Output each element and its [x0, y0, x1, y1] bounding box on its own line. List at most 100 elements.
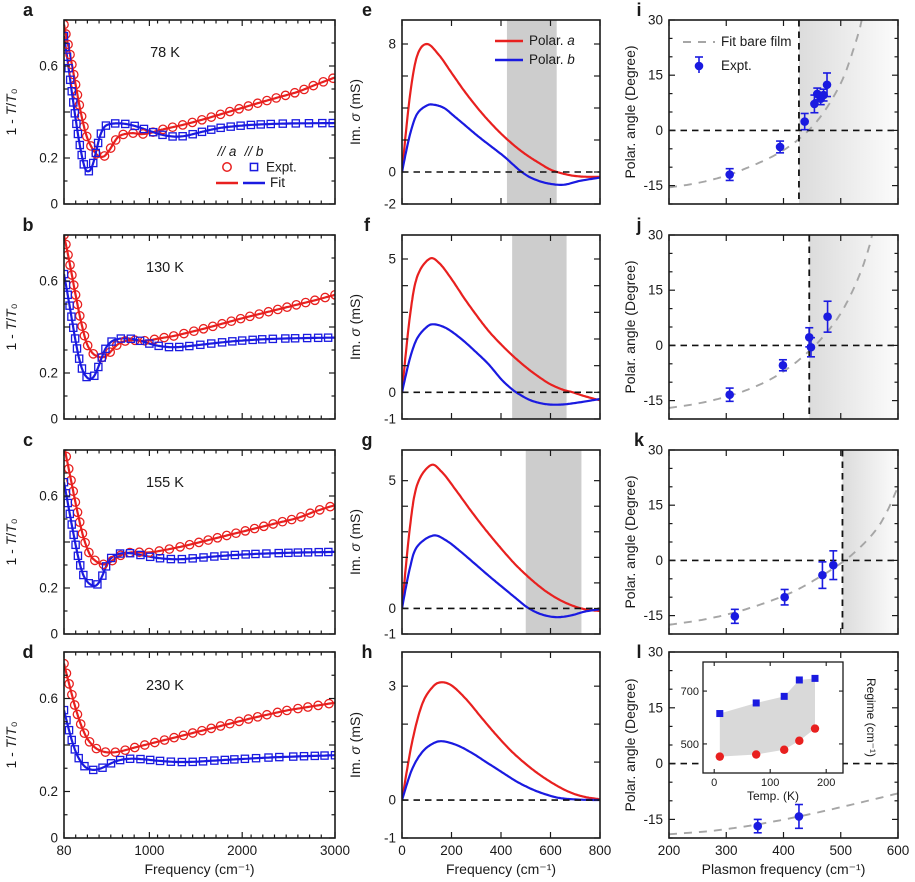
inset-blue-square	[780, 692, 788, 700]
expt-circle-marker	[90, 555, 100, 566]
panel-letter: a	[23, 0, 34, 20]
inset-x-tick-label: 0	[711, 777, 717, 789]
fit-bare-film-curve	[669, 486, 898, 626]
legend-label: Polar. a	[529, 33, 575, 48]
plot-frame	[63, 449, 336, 635]
expt-circle-marker	[175, 542, 185, 552]
expt-circle-marker	[66, 475, 76, 486]
plot-frame	[401, 449, 601, 635]
expt-circle-marker	[328, 73, 335, 84]
expt-circle-marker	[231, 528, 241, 539]
expt-circle-marker	[215, 109, 226, 120]
y-tick-label: 0.6	[39, 274, 58, 289]
y-tick-label: 30	[648, 443, 663, 458]
expt-square-marker	[90, 371, 99, 381]
expt-circle-marker	[194, 537, 204, 548]
inset-x-axis-title: Temp. (K)	[747, 789, 799, 803]
expt-square-marker	[116, 334, 126, 343]
temperature-label: 130 K	[146, 260, 184, 276]
y-tick-label: 0.2	[39, 784, 58, 799]
y-tick-label: -15	[643, 178, 663, 193]
y-tick-label: 30	[648, 228, 663, 243]
x-tick-label: 1000	[134, 843, 164, 858]
expt-square-marker	[318, 118, 327, 128]
expt-circle-marker	[226, 316, 237, 327]
temperature-label: 230 K	[146, 678, 184, 694]
expt-circle-marker	[168, 331, 179, 341]
expt-circle-marker	[91, 743, 102, 754]
y-axis-title: Polar. angle (Degree)	[622, 678, 638, 811]
expt-point	[818, 561, 827, 590]
expt-square-marker	[64, 725, 74, 735]
y-tick-label: 30	[648, 645, 663, 660]
expt-square-marker	[278, 119, 288, 128]
expt-circle-marker	[293, 703, 303, 714]
expt-square-marker	[101, 121, 111, 130]
y-tick-label: -1	[384, 831, 396, 846]
expt-square-marker	[67, 87, 76, 96]
expt-square-marker	[72, 344, 82, 353]
expt-circle-marker	[249, 523, 260, 534]
series-b-line	[402, 534, 600, 619]
panel-k-chart: -15 0 15 30k Polar. angle (Degree)	[622, 430, 899, 635]
expt-square-marker	[77, 150, 86, 160]
expt-circle-marker	[159, 332, 169, 343]
expt-square-marker	[256, 120, 266, 129]
expt-square-marker	[70, 109, 80, 118]
expt-circle-marker	[105, 143, 116, 153]
shaded-band	[506, 20, 557, 204]
expt-square-marker	[136, 550, 145, 560]
expt-square-marker	[67, 520, 76, 529]
y-tick-label: 5	[388, 252, 396, 267]
expt-point	[823, 300, 832, 333]
expt-point	[725, 387, 734, 403]
expt-circle-marker	[262, 95, 272, 106]
y-tick-label: 0	[50, 831, 58, 846]
expt-square-marker	[84, 579, 94, 588]
expt-point	[800, 112, 809, 131]
expt-point	[778, 358, 788, 372]
expt-square-marker	[110, 119, 120, 128]
plot-frame	[401, 651, 601, 839]
expt-circle-marker	[110, 747, 121, 758]
expt-square-marker	[284, 548, 293, 558]
x-axis-title: Frequency (cm⁻¹)	[446, 861, 556, 877]
plot-frame	[401, 19, 601, 205]
expt-circle-marker	[299, 84, 309, 95]
expt-point	[822, 72, 832, 98]
y-tick-label: 5	[388, 473, 396, 488]
expt-square-marker	[240, 754, 250, 764]
y-tick-label: 15	[648, 283, 663, 298]
y-tick-label: 30	[648, 13, 663, 28]
expt-circle-marker	[144, 547, 154, 558]
x-tick-label: 0	[398, 843, 406, 858]
expt-square-marker	[210, 552, 219, 561]
expt-square-marker	[64, 52, 72, 62]
x-tick-label: 300	[715, 843, 738, 858]
expt-square-marker	[145, 552, 155, 562]
expt-circle-marker	[74, 100, 85, 110]
series-a-line	[64, 663, 335, 754]
expt-circle-marker	[258, 521, 269, 532]
expt-square-marker	[79, 160, 89, 169]
expt-square-marker	[168, 132, 177, 141]
y-axis-title: Im. σ (mS)	[347, 79, 363, 145]
expt-square-marker	[107, 337, 116, 346]
legend-expt-label: Expt.	[721, 58, 752, 73]
shaded-regime	[809, 235, 898, 419]
expt-square-marker	[79, 570, 88, 580]
expt-square-marker	[266, 119, 276, 129]
expt-square-marker	[64, 63, 73, 73]
panel-j-chart: -15 0 15 30 j Polar. angle (Degree)	[622, 215, 899, 420]
plot-frame	[401, 234, 601, 420]
y-tick-label: 0	[50, 627, 58, 642]
expt-circle-marker	[198, 323, 209, 334]
expt-circle-marker	[272, 304, 283, 315]
y-axis-title: 1 - T/T₀	[3, 88, 19, 135]
inset-blue-square	[752, 699, 760, 707]
legend-par-a: // a	[217, 144, 237, 159]
expt-circle-marker	[64, 678, 74, 689]
expt-circle-marker	[305, 508, 316, 519]
panel-letter: k	[634, 430, 645, 450]
